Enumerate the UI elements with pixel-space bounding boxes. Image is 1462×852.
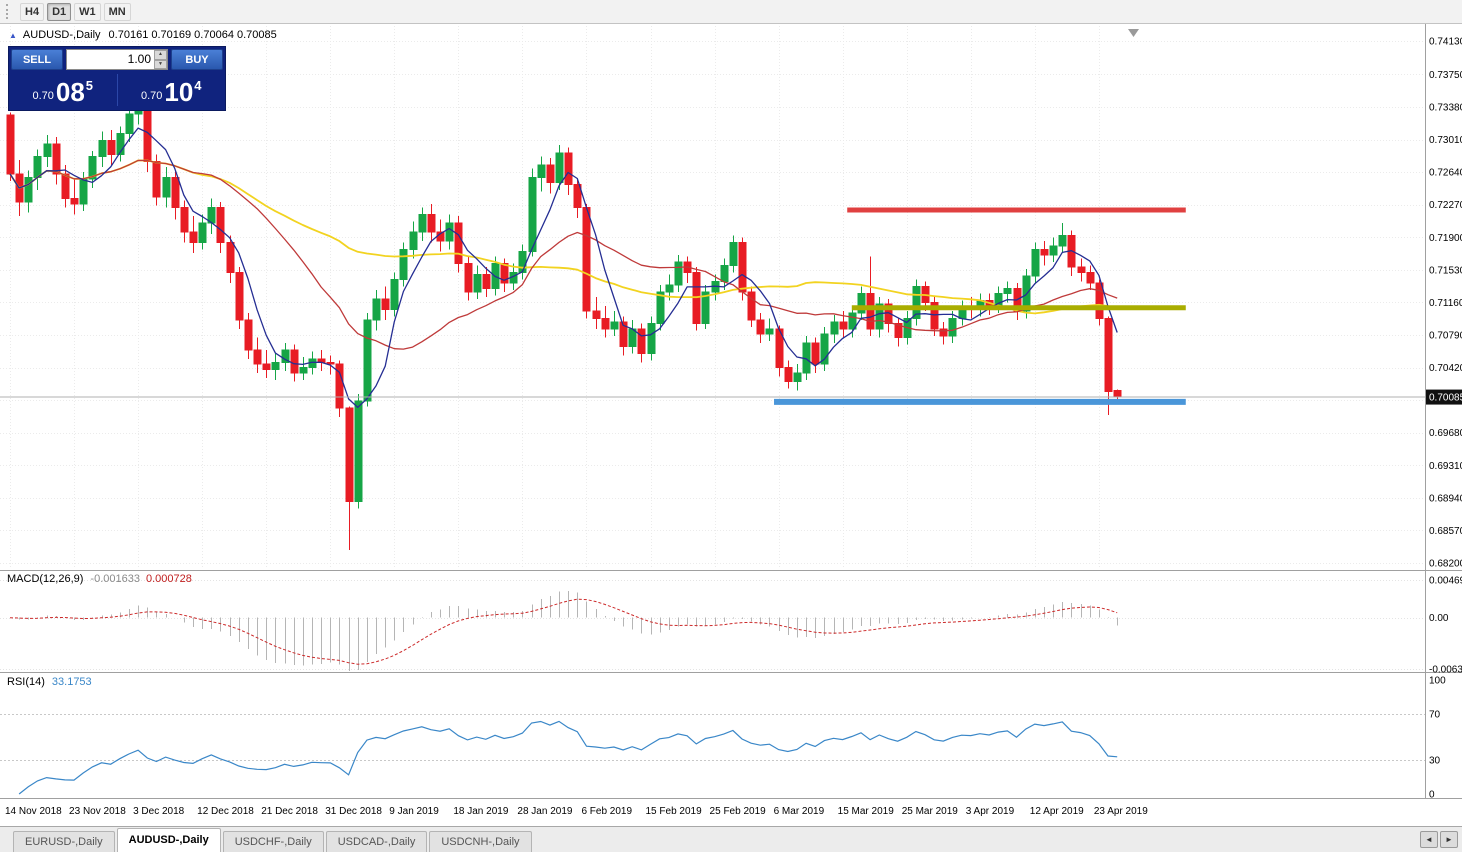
sell-price-pip: 5 <box>85 78 94 93</box>
svg-text:6 Feb 2019: 6 Feb 2019 <box>581 806 632 817</box>
tab-usdcnh-daily[interactable]: USDCNH-,Daily <box>429 831 532 852</box>
macd-grid <box>0 580 1425 670</box>
tabs-scroll-right-icon[interactable]: ► <box>1440 831 1458 848</box>
macd-layer <box>19 590 1118 671</box>
svg-text:0.70085: 0.70085 <box>1429 393 1462 404</box>
svg-text:-0.00639: -0.00639 <box>1429 665 1462 676</box>
macd-signal-value: 0.000728 <box>145 573 192 585</box>
one-click-controls-row: SELL 1.00 ▲ ▼ BUY <box>11 49 223 70</box>
svg-text:0.68940: 0.68940 <box>1429 493 1462 504</box>
moving-averages-layer <box>9 127 1118 409</box>
svg-text:21 Dec 2018: 21 Dec 2018 <box>261 806 318 817</box>
chart-ohlc-values: 0.70161 0.70169 0.70064 0.70085 <box>108 29 277 41</box>
chart-symbol-label: AUDUSD-,Daily <box>22 29 101 41</box>
rsi-label: RSI(14) 33.1753 <box>7 676 92 688</box>
period-button-d1[interactable]: D1 <box>47 2 72 21</box>
sell-price-big: 08 <box>55 77 85 107</box>
buy-price-big: 10 <box>164 77 194 107</box>
volume-spinner: ▲ ▼ <box>154 50 167 69</box>
svg-text:15 Mar 2019: 15 Mar 2019 <box>838 806 895 817</box>
tab-audusd-daily[interactable]: AUDUSD-,Daily <box>116 828 221 852</box>
period-button-mn[interactable]: MN <box>103 2 131 21</box>
macd-signal-line <box>9 598 1118 665</box>
current-price-tag <box>1426 389 1462 405</box>
svg-text:0.004694: 0.004694 <box>1429 576 1462 587</box>
one-click-collapse-icon[interactable]: ▲ <box>9 30 17 40</box>
macd-label: MACD(12,26,9) -0.001633 0.000728 <box>7 573 192 585</box>
period-button-h4[interactable]: H4 <box>20 2 45 21</box>
rsi-grid <box>0 714 1425 761</box>
svg-text:0.68200: 0.68200 <box>1429 559 1462 570</box>
symbol-info: ▲ AUDUSD-,Daily 0.70161 0.70169 0.70064 … <box>9 29 277 41</box>
price-divider <box>116 74 118 106</box>
tab-eurusd-daily[interactable]: EURUSD-,Daily <box>13 831 115 852</box>
svg-text:6 Mar 2019: 6 Mar 2019 <box>774 806 825 817</box>
volume-spin-down-icon[interactable]: ▼ <box>154 59 167 69</box>
rsi-value: 33.1753 <box>51 676 92 688</box>
sell-price-prefix: 0.70 <box>32 90 54 102</box>
toolbar-grip[interactable] <box>6 4 11 19</box>
svg-text:0.68570: 0.68570 <box>1429 526 1462 537</box>
svg-text:0: 0 <box>1429 790 1435 801</box>
svg-text:14 Nov 2018: 14 Nov 2018 <box>5 806 62 817</box>
tab-usdcad-daily[interactable]: USDCAD-,Daily <box>325 831 428 852</box>
svg-text:0.70420: 0.70420 <box>1429 363 1462 374</box>
one-click-trading-panel: SELL 1.00 ▲ ▼ BUY 0.70 08 5 0.70 10 4 <box>8 46 226 111</box>
svg-text:23 Apr 2019: 23 Apr 2019 <box>1094 806 1148 817</box>
grid-layer <box>0 26 1425 569</box>
sell-button[interactable]: SELL <box>11 49 63 70</box>
trend-lines-layer <box>774 207 1186 405</box>
rsi-name: RSI(14) <box>7 676 45 688</box>
svg-text:0.73010: 0.73010 <box>1429 135 1462 146</box>
sell-price[interactable]: 0.70 08 5 <box>11 72 115 108</box>
volume-spin-up-icon[interactable]: ▲ <box>154 50 167 60</box>
svg-text:18 Jan 2019: 18 Jan 2019 <box>453 806 508 817</box>
svg-text:25 Mar 2019: 25 Mar 2019 <box>902 806 959 817</box>
tab-usdchf-daily[interactable]: USDCHF-,Daily <box>222 831 324 852</box>
svg-text:0.69680: 0.69680 <box>1429 428 1462 439</box>
svg-text:0.71160: 0.71160 <box>1429 298 1462 309</box>
svg-text:30: 30 <box>1429 755 1441 766</box>
svg-text:25 Feb 2019: 25 Feb 2019 <box>710 806 767 817</box>
chart-shift-marker <box>1128 29 1139 37</box>
svg-text:23 Nov 2018: 23 Nov 2018 <box>69 806 126 817</box>
svg-text:9 Jan 2019: 9 Jan 2019 <box>389 806 439 817</box>
svg-text:0.72640: 0.72640 <box>1429 168 1462 179</box>
svg-text:0.73380: 0.73380 <box>1429 103 1462 114</box>
rsi-line <box>18 720 1118 795</box>
tabs-nav: ◄ ► <box>1420 831 1462 852</box>
svg-text:15 Feb 2019: 15 Feb 2019 <box>646 806 703 817</box>
svg-text:28 Jan 2019: 28 Jan 2019 <box>517 806 572 817</box>
volume-field[interactable]: 1.00 ▲ ▼ <box>66 49 168 70</box>
svg-text:12 Dec 2018: 12 Dec 2018 <box>197 806 254 817</box>
macd-name: MACD(12,26,9) <box>7 573 84 585</box>
buy-button[interactable]: BUY <box>171 49 223 70</box>
buy-price-prefix: 0.70 <box>140 90 163 102</box>
buy-price-pip: 4 <box>194 78 202 93</box>
volume-input[interactable]: 1.00 <box>127 52 151 66</box>
svg-text:100: 100 <box>1429 676 1446 687</box>
svg-text:3 Dec 2018: 3 Dec 2018 <box>133 806 185 817</box>
period-button-w1[interactable]: W1 <box>74 2 101 21</box>
svg-text:0.00: 0.00 <box>1429 613 1449 624</box>
chart-tabs-bar: EURUSD-,Daily AUDUSD-,Daily USDCHF-,Dail… <box>0 826 1462 852</box>
svg-text:12 Apr 2019: 12 Apr 2019 <box>1030 806 1084 817</box>
svg-text:0.70790: 0.70790 <box>1429 331 1462 342</box>
svg-text:0.71900: 0.71900 <box>1429 233 1462 244</box>
svg-text:3 Apr 2019: 3 Apr 2019 <box>966 806 1015 817</box>
svg-text:70: 70 <box>1429 710 1441 721</box>
svg-text:0.71530: 0.71530 <box>1429 265 1462 276</box>
svg-text:0.69310: 0.69310 <box>1429 461 1462 472</box>
svg-text:31 Dec 2018: 31 Dec 2018 <box>325 806 382 817</box>
buy-price[interactable]: 0.70 10 4 <box>120 72 224 108</box>
svg-text:0.73750: 0.73750 <box>1429 70 1462 81</box>
one-click-prices-row: 0.70 08 5 0.70 10 4 <box>11 72 223 108</box>
tabs-scroll-left-icon[interactable]: ◄ <box>1420 831 1438 848</box>
macd-main-value: -0.001633 <box>90 573 140 585</box>
timeframe-toolbar: H4 D1 W1 MN <box>0 0 1462 24</box>
panel-borders <box>0 24 1462 799</box>
svg-text:0.72270: 0.72270 <box>1429 200 1462 211</box>
svg-text:0.74130: 0.74130 <box>1429 37 1462 48</box>
